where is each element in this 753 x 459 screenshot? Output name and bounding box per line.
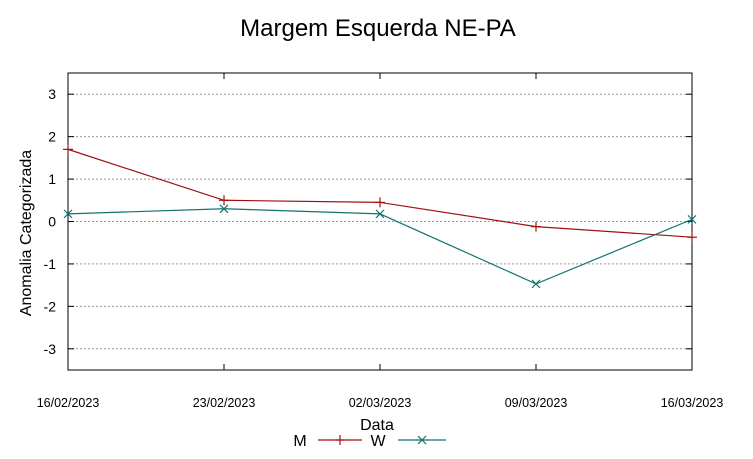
- x-tick-label: 16/02/2023: [37, 396, 100, 410]
- data-point: [219, 204, 229, 214]
- data-point: [63, 209, 73, 219]
- x-tick-label: 02/03/2023: [349, 396, 412, 410]
- data-point: [63, 144, 73, 155]
- data-point: [375, 209, 385, 219]
- data-point: [219, 195, 229, 206]
- data-point: [687, 232, 697, 243]
- y-tick-label: 1: [48, 171, 56, 187]
- y-tick-label: -1: [44, 256, 57, 272]
- y-axis: 3 2 1 0 -1 -2 -3: [44, 86, 692, 357]
- legend-label-W: W: [370, 433, 386, 450]
- grid: [68, 93, 692, 350]
- chart-title: Margem Esquerda NE-PA: [240, 15, 516, 42]
- data-point: [531, 279, 541, 289]
- y-tick-label: -2: [44, 298, 57, 314]
- series-layer: [63, 144, 697, 289]
- legend-marker-W: [417, 435, 427, 445]
- x-tick-label: 16/03/2023: [661, 396, 724, 410]
- legend-marker-M: [335, 435, 345, 445]
- x-tick-label: 23/02/2023: [193, 396, 256, 410]
- y-tick-label: 0: [48, 214, 56, 230]
- series-line-M: [67, 148, 693, 238]
- data-point: [687, 214, 697, 224]
- y-tick-label: -3: [44, 341, 57, 357]
- data-point: [531, 221, 541, 232]
- x-axis-label: Data: [360, 417, 394, 434]
- x-tick-label: 09/03/2023: [505, 396, 568, 410]
- y-tick-label: 2: [48, 129, 56, 145]
- series-line-W: [67, 208, 693, 285]
- legend-label-M: M: [293, 433, 306, 450]
- data-point: [375, 197, 385, 208]
- x-axis: 16/02/2023 23/02/2023 02/03/2023 09/03/2023…: [37, 73, 724, 410]
- y-axis-label: Anomalia Categorizada: [18, 150, 35, 316]
- y-tick-label: 3: [48, 86, 56, 102]
